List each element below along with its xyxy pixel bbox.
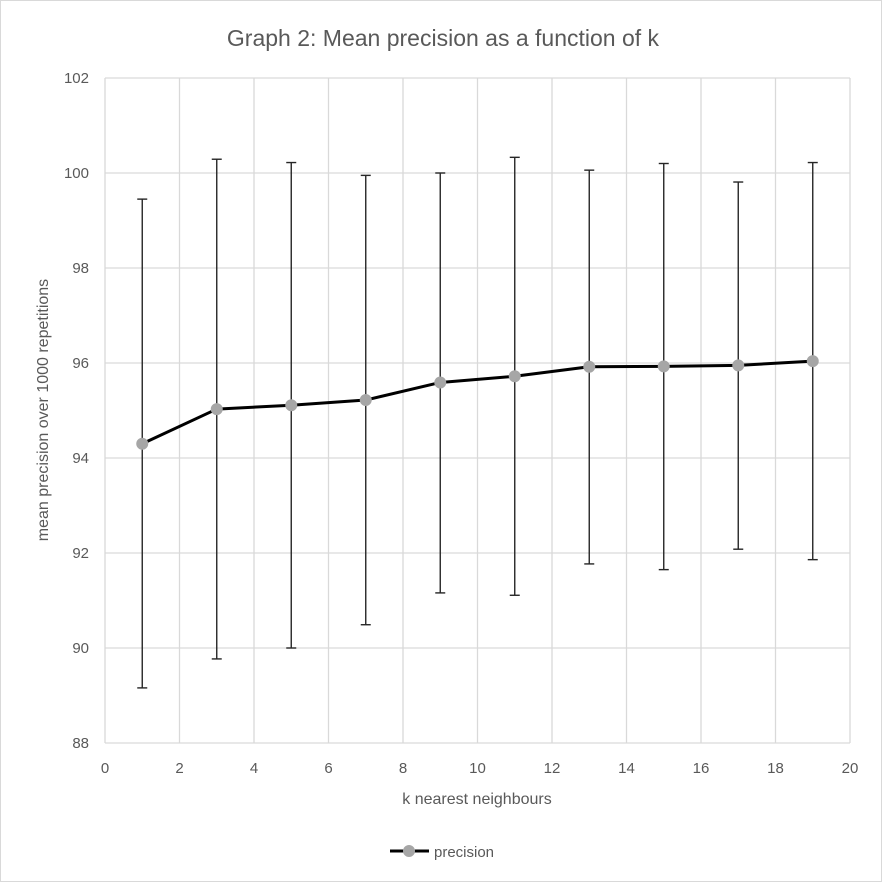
y-tick-label: 102	[64, 70, 89, 87]
y-tick-label: 98	[72, 260, 89, 277]
chart-title: Graph 2: Mean precision as a function of…	[227, 25, 660, 51]
x-tick-labels: 0 2 4 6 8 10 12 14 16 18 20	[101, 760, 859, 777]
x-tick-label: 20	[842, 760, 859, 777]
legend-label-precision: precision	[434, 844, 494, 861]
x-tick-label: 2	[175, 760, 183, 777]
y-axis-label: mean precision over 1000 repetitions	[35, 279, 52, 541]
y-tick-label: 100	[64, 165, 89, 182]
x-tick-label: 10	[469, 760, 486, 777]
data-point	[285, 399, 298, 412]
y-tick-label: 94	[72, 450, 89, 467]
y-tick-label: 96	[72, 355, 89, 372]
data-point	[359, 394, 372, 407]
y-tick-label: 92	[72, 545, 89, 562]
series-line-layer	[141, 359, 813, 446]
series-line-precision	[141, 359, 813, 446]
x-tick-label: 8	[399, 760, 407, 777]
data-point	[136, 437, 149, 450]
x-tick-label: 0	[101, 760, 109, 777]
x-axis-label: k nearest neighbours	[402, 791, 551, 808]
data-point	[583, 360, 596, 373]
y-tick-labels: 88 90 92 94 96 98 100 102	[64, 70, 89, 752]
data-point	[210, 403, 223, 416]
data-point	[732, 359, 745, 372]
data-point	[657, 360, 670, 373]
x-tick-label: 4	[250, 760, 258, 777]
x-tick-label: 12	[544, 760, 561, 777]
x-tick-label: 18	[767, 760, 784, 777]
data-point	[806, 355, 819, 368]
y-tick-label: 88	[72, 735, 89, 752]
x-tick-label: 16	[693, 760, 710, 777]
legend: precision	[390, 844, 494, 861]
y-tick-label: 90	[72, 640, 89, 657]
x-tick-label: 6	[324, 760, 332, 777]
grid-layer	[104, 77, 851, 744]
data-point	[508, 370, 521, 383]
legend-marker-swatch	[403, 845, 415, 857]
data-point-layer	[136, 355, 819, 450]
x-tick-label: 14	[618, 760, 635, 777]
data-point	[434, 376, 447, 389]
